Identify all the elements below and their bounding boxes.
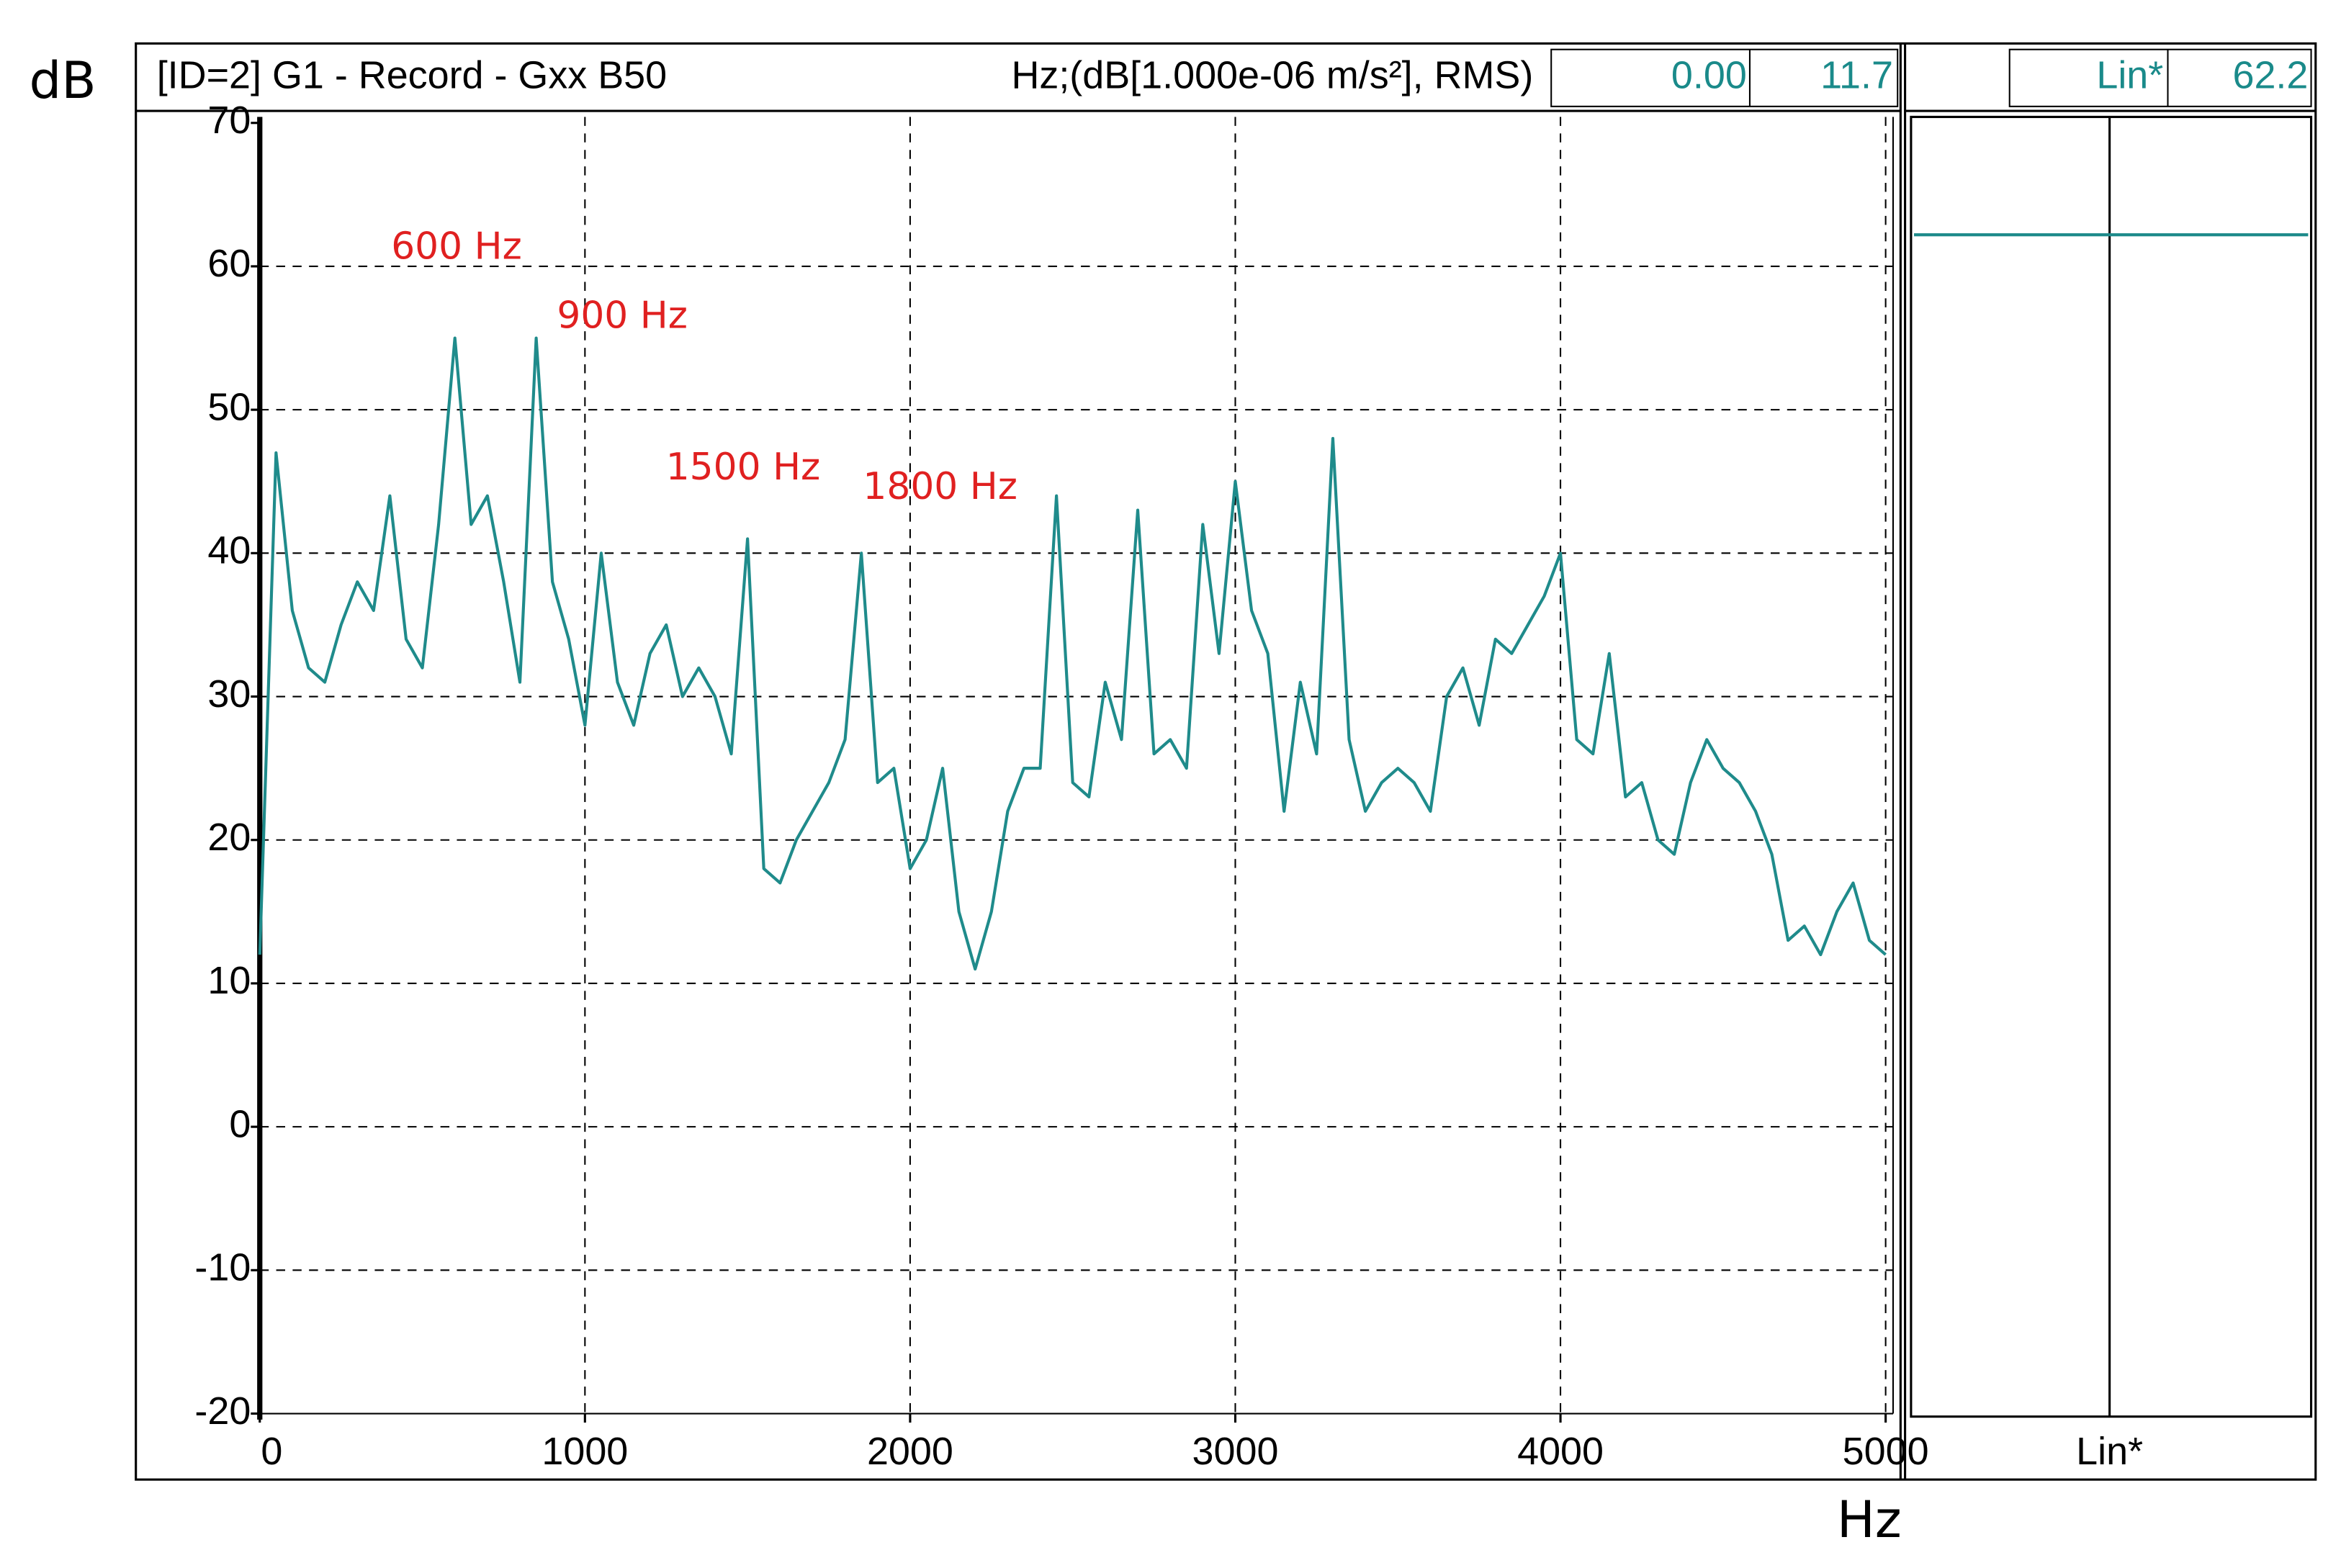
annotation: 1500 Hz (666, 446, 821, 489)
y-tick-label: 10 (207, 959, 251, 1002)
side-panel-label: Lin* (2076, 1430, 2143, 1473)
x-axis-label: Hz (1837, 1490, 1902, 1549)
chart-subtitle: Hz;(dB[1.000e-06 m/s²], RMS) (1011, 53, 1533, 96)
y-tick-label: 0 (229, 1102, 251, 1145)
x-tick-label: 5000 (1843, 1430, 1929, 1473)
data-line (258, 336, 1887, 971)
y-tick-label: -10 (194, 1246, 251, 1289)
overall-label: Lin* (2096, 53, 2163, 96)
y-tick-label: 30 (207, 672, 251, 716)
x-tick-label: 3000 (1192, 1430, 1279, 1473)
x-tick-label: 1000 (542, 1430, 628, 1473)
annotation: 900 Hz (557, 294, 688, 337)
annotation: 600 Hz (391, 225, 522, 269)
readout-x: 0.00 (1671, 53, 1747, 96)
y-tick-label: 60 (207, 242, 251, 285)
readout-box (1550, 48, 1899, 107)
outer-frame (135, 42, 2317, 1481)
x-tick-label: 0 (261, 1430, 282, 1473)
overall-value: 62.2 (2232, 53, 2308, 96)
y-tick-label: 70 (207, 99, 251, 142)
readout-y: 11.7 (1820, 53, 1893, 96)
readout-box (2008, 48, 2312, 107)
x-tick-label: 4000 (1517, 1430, 1604, 1473)
annotation: 1800 Hz (863, 465, 1017, 508)
y-tick-label: -20 (194, 1389, 251, 1433)
y-axis-label: dB (30, 50, 96, 110)
side-panel (1910, 115, 2313, 1418)
y-tick-label: 50 (207, 385, 251, 428)
y-tick-label: 20 (207, 816, 251, 859)
chart-title: [ID=2] G1 - Record - Gxx B50 (157, 53, 667, 96)
y-tick-label: 40 (207, 529, 251, 572)
x-tick-label: 2000 (867, 1430, 953, 1473)
